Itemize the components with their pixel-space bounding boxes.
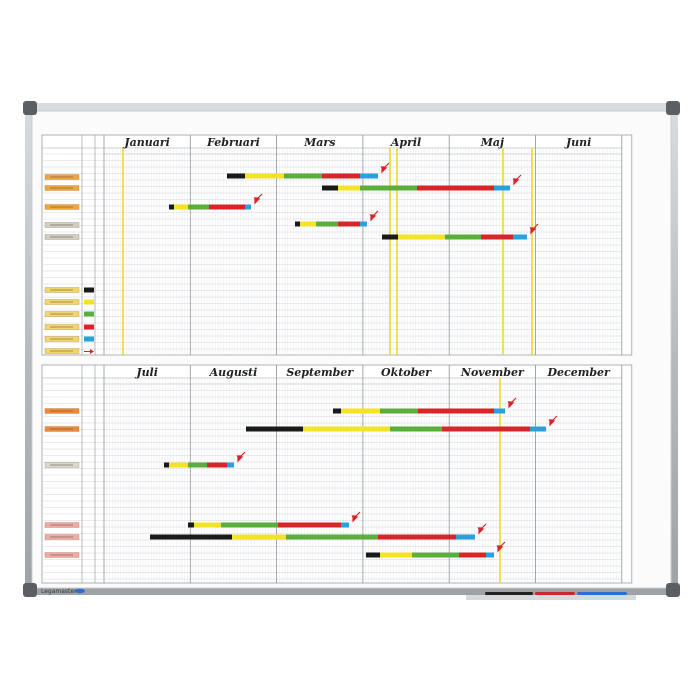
corner-cap	[23, 583, 37, 597]
task-segment	[341, 522, 349, 528]
month-label: Mars	[303, 136, 335, 149]
task-segment	[278, 522, 341, 528]
marker-tray	[466, 595, 636, 600]
task-segment	[486, 552, 494, 558]
task-segment	[322, 185, 338, 191]
task-segment	[442, 426, 530, 432]
task-segment	[390, 426, 442, 432]
task-segment	[494, 185, 510, 191]
task-segment	[445, 234, 481, 240]
task-segment	[164, 462, 169, 468]
marker	[535, 592, 575, 595]
corner-cap	[666, 101, 680, 115]
task-segment	[380, 408, 418, 414]
month-label: April	[390, 136, 421, 149]
task-segment	[360, 185, 417, 191]
task-segment	[245, 173, 284, 179]
task-segment	[398, 234, 445, 240]
task-segment	[412, 552, 459, 558]
legend-arrow	[84, 349, 94, 354]
corner-cap	[23, 101, 37, 115]
task-segment	[456, 534, 475, 540]
month-label: Juli	[134, 366, 158, 379]
deadline-arrow	[351, 511, 361, 523]
deadline-arrow	[512, 174, 522, 186]
task-segment	[530, 426, 546, 432]
task-segment	[316, 221, 338, 227]
legend-swatch	[84, 299, 94, 305]
task-segment	[209, 204, 245, 210]
task-segment	[232, 534, 286, 540]
corner-cap	[666, 583, 680, 597]
month-label: September	[286, 366, 354, 379]
task-segment	[188, 204, 209, 210]
month-label: Februari	[206, 136, 260, 149]
month-label: Augusti	[209, 366, 258, 379]
task-segment	[227, 173, 245, 179]
task-segment	[295, 221, 300, 227]
month-label: November	[460, 366, 525, 379]
task-segment	[380, 552, 412, 558]
task-segment	[338, 185, 360, 191]
deadline-arrow	[236, 451, 246, 463]
task-segment	[378, 534, 456, 540]
task-segment	[418, 408, 494, 414]
legend-swatch	[84, 324, 94, 330]
task-segment	[333, 408, 341, 414]
task-segment	[286, 534, 378, 540]
task-segment	[188, 462, 207, 468]
brand-mark	[75, 588, 85, 594]
task-segment	[221, 522, 278, 528]
task-segment	[513, 234, 527, 240]
task-segment	[194, 522, 221, 528]
deadline-arrow	[253, 193, 263, 205]
task-segment	[481, 234, 513, 240]
task-segment	[382, 234, 398, 240]
task-segment	[303, 426, 390, 432]
deadline-arrow	[548, 415, 558, 427]
brand-logo: Legamaster	[41, 588, 77, 595]
task-segment	[150, 534, 232, 540]
month-label: Januari	[122, 136, 169, 149]
planner-grid: Januari Februari Mars April Maj Juni Juli Augus…	[41, 134, 633, 584]
task-segment	[417, 185, 494, 191]
task-segment	[322, 173, 360, 179]
task-segment	[207, 462, 227, 468]
task-segment	[360, 173, 378, 179]
task-segment	[169, 462, 188, 468]
deadline-arrow	[507, 397, 517, 409]
marker	[485, 592, 533, 595]
task-segment	[341, 408, 380, 414]
task-segment	[227, 462, 234, 468]
task-segment	[245, 204, 251, 210]
deadline-arrow	[477, 523, 487, 535]
legend-swatch	[84, 287, 94, 293]
month-label: December	[546, 366, 611, 379]
panel	[41, 364, 633, 584]
deadline-arrow	[369, 210, 379, 222]
task-segment	[494, 408, 505, 414]
deadline-arrow	[380, 162, 390, 174]
legend-swatch	[84, 311, 94, 317]
marker	[577, 592, 627, 595]
task-segment	[174, 204, 188, 210]
task-segment	[284, 173, 322, 179]
task-segment	[459, 552, 486, 558]
legend-swatch	[84, 336, 94, 342]
deadline-arrow	[529, 223, 539, 235]
month-label: Juni	[564, 136, 591, 149]
task-segment	[246, 426, 303, 432]
task-segment	[300, 221, 316, 227]
month-label: Maj	[480, 136, 504, 149]
task-segment	[338, 221, 360, 227]
task-segment	[169, 204, 174, 210]
month-label: Oktober	[381, 366, 432, 379]
deadline-arrow	[496, 541, 506, 553]
task-segment	[188, 522, 194, 528]
task-segment	[366, 552, 380, 558]
task-segment	[360, 221, 367, 227]
